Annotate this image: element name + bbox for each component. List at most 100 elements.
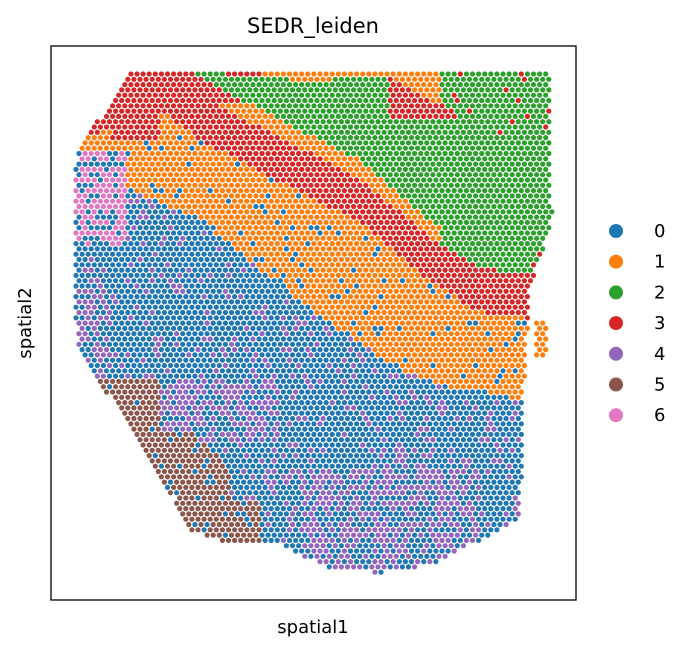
spot-cluster-1 xyxy=(466,362,473,369)
spot-cluster-1 xyxy=(469,336,476,342)
spot-cluster-3 xyxy=(415,113,421,119)
spot-cluster-3 xyxy=(341,198,347,204)
spot-cluster-0 xyxy=(485,331,491,337)
spot-cluster-1 xyxy=(412,341,418,347)
spot-cluster-1 xyxy=(253,225,259,231)
spot-cluster-0 xyxy=(125,193,131,199)
spot-cluster-1 xyxy=(344,256,351,263)
spot-cluster-2 xyxy=(515,150,521,157)
spot-cluster-4 xyxy=(79,325,85,331)
spot-cluster-3 xyxy=(408,103,415,109)
spot-cluster-4 xyxy=(329,400,335,406)
spot-cluster-3 xyxy=(396,219,402,225)
spot-cluster-1 xyxy=(329,283,335,289)
spot-cluster-0 xyxy=(317,325,323,331)
spot-cluster-2 xyxy=(375,76,381,82)
spot-cluster-0 xyxy=(326,341,332,347)
spot-cluster-2 xyxy=(527,119,534,125)
spot-cluster-1 xyxy=(375,256,381,263)
spot-cluster-2 xyxy=(497,119,503,125)
spot-cluster-1 xyxy=(131,161,137,167)
spot-cluster-3 xyxy=(262,156,268,162)
spot-cluster-2 xyxy=(439,166,445,172)
spot-cluster-2 xyxy=(460,235,466,241)
spot-cluster-0 xyxy=(180,309,186,316)
spot-cluster-2 xyxy=(222,76,228,82)
spot-cluster-0 xyxy=(140,230,146,236)
spot-cluster-0 xyxy=(265,331,271,337)
spot-cluster-1 xyxy=(363,172,369,178)
spot-cluster-1 xyxy=(381,267,387,273)
spot-cluster-3 xyxy=(131,119,137,125)
spot-cluster-2 xyxy=(479,150,485,157)
spot-cluster-2 xyxy=(363,87,369,93)
spot-cluster-4 xyxy=(296,415,302,422)
spot-cluster-0 xyxy=(110,325,116,331)
spot-cluster-2 xyxy=(201,71,207,77)
spot-cluster-0 xyxy=(235,426,241,432)
spot-cluster-2 xyxy=(277,87,283,93)
spot-cluster-1 xyxy=(338,225,344,231)
spot-cluster-1 xyxy=(247,235,253,241)
spot-cluster-2 xyxy=(369,87,375,93)
spot-cluster-1 xyxy=(488,389,494,395)
spot-cluster-1 xyxy=(241,161,247,167)
spot-cluster-1 xyxy=(341,262,347,268)
spot-cluster-1 xyxy=(463,304,469,310)
spot-cluster-3 xyxy=(305,156,311,162)
spot-cluster-5 xyxy=(122,389,128,395)
spot-cluster-1 xyxy=(457,315,463,321)
spot-cluster-4 xyxy=(286,357,293,363)
spot-cluster-2 xyxy=(396,166,402,172)
spot-cluster-2 xyxy=(469,251,476,257)
spot-cluster-2 xyxy=(448,76,454,82)
spot-cluster-2 xyxy=(466,140,473,146)
spot-cluster-1 xyxy=(338,150,344,157)
spot-cluster-2 xyxy=(369,140,375,146)
spot-cluster-1 xyxy=(421,304,427,310)
spot-cluster-2 xyxy=(430,182,436,188)
spot-cluster-1 xyxy=(302,140,308,146)
spot-cluster-0 xyxy=(158,315,164,321)
spot-cluster-0 xyxy=(238,283,244,289)
spot-cluster-3 xyxy=(116,135,122,141)
spot-cluster-3 xyxy=(259,129,265,135)
spot-cluster-3 xyxy=(415,92,421,98)
spot-cluster-0 xyxy=(143,309,149,316)
spot-cluster-1 xyxy=(360,230,366,236)
spot-cluster-0 xyxy=(210,278,216,284)
spot-cluster-0 xyxy=(140,368,146,374)
spot-cluster-5 xyxy=(155,415,161,422)
spot-cluster-1 xyxy=(421,357,427,363)
spot-cluster-0 xyxy=(259,320,265,326)
spot-cluster-0 xyxy=(244,304,250,310)
spot-cluster-1 xyxy=(332,267,338,273)
spot-cluster-3 xyxy=(186,108,192,114)
spot-cluster-0 xyxy=(299,262,305,268)
spot-cluster-1 xyxy=(271,235,277,241)
spot-cluster-2 xyxy=(439,177,445,183)
spot-cluster-1 xyxy=(402,294,408,300)
spot-cluster-0 xyxy=(238,357,244,363)
spot-cluster-0 xyxy=(476,400,482,406)
spot-cluster-2 xyxy=(521,235,528,241)
spot-cluster-1 xyxy=(296,267,302,273)
spot-cluster-3 xyxy=(195,135,201,141)
spot-cluster-0 xyxy=(110,347,116,353)
spot-cluster-3 xyxy=(171,92,177,98)
spot-cluster-0 xyxy=(149,246,155,252)
spot-cluster-1 xyxy=(286,272,293,278)
spot-cluster-3 xyxy=(180,97,186,104)
spot-cluster-4 xyxy=(103,304,110,310)
spot-cluster-2 xyxy=(521,119,528,125)
spot-cluster-2 xyxy=(439,145,445,151)
spot-cluster-3 xyxy=(149,108,155,114)
spot-cluster-1 xyxy=(228,214,235,220)
spot-cluster-2 xyxy=(256,103,262,109)
spot-cluster-2 xyxy=(488,166,494,172)
spot-cluster-0 xyxy=(216,267,222,273)
spot-cluster-0 xyxy=(286,336,293,342)
spot-cluster-1 xyxy=(354,166,360,172)
spot-cluster-3 xyxy=(216,140,222,146)
